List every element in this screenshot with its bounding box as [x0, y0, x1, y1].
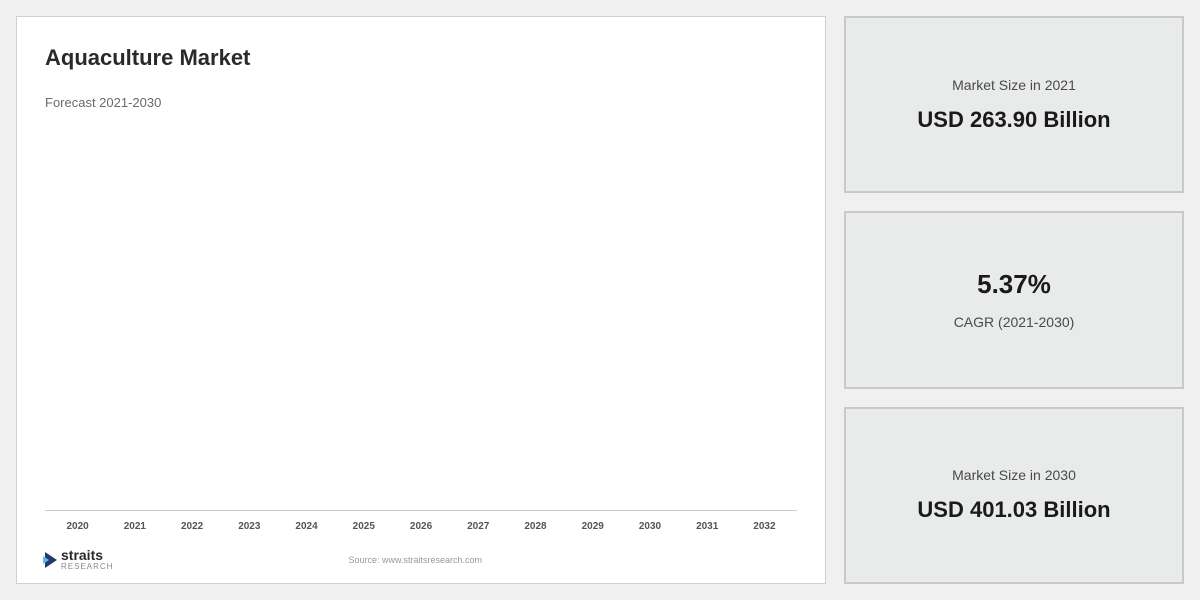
bars-container: [45, 122, 797, 511]
x-tick-label: 2023: [221, 521, 278, 532]
card-value: USD 263.90 Billion: [917, 107, 1110, 133]
card-value: USD 401.03 Billion: [917, 497, 1110, 523]
chart-panel: Aquaculture Market Forecast 2021-2030 20…: [16, 16, 826, 584]
logo-subtitle: RESEARCH: [61, 562, 113, 571]
source-text: Source: www.straitsresearch.com: [113, 555, 717, 565]
card-cagr: 5.37% CAGR (2021-2030): [844, 211, 1184, 388]
x-tick-label: 2021: [106, 521, 163, 532]
card-market-size-2021: Market Size in 2021 USD 263.90 Billion: [844, 16, 1184, 193]
logo-name: straits: [61, 548, 113, 562]
chart-area: 2020202120222023202420252026202720282029…: [45, 122, 797, 532]
x-axis-labels: 2020202120222023202420252026202720282029…: [45, 511, 797, 532]
x-tick-label: 2030: [621, 521, 678, 532]
card-market-size-2030: Market Size in 2030 USD 401.03 Billion: [844, 407, 1184, 584]
card-label: CAGR (2021-2030): [954, 314, 1075, 330]
chart-title: Aquaculture Market: [45, 45, 797, 71]
x-tick-label: 2031: [679, 521, 736, 532]
x-tick-label: 2028: [507, 521, 564, 532]
logo: straits RESEARCH: [45, 548, 113, 571]
x-tick-label: 2029: [564, 521, 621, 532]
side-column: Market Size in 2021 USD 263.90 Billion 5…: [844, 16, 1184, 584]
x-tick-label: 2027: [450, 521, 507, 532]
x-tick-label: 2020: [49, 521, 106, 532]
logo-mark-icon: [45, 552, 57, 568]
card-label: Market Size in 2030: [952, 467, 1076, 483]
x-tick-label: 2026: [392, 521, 449, 532]
x-tick-label: 2025: [335, 521, 392, 532]
chart-footer: straits RESEARCH Source: www.straitsrese…: [45, 542, 797, 571]
card-label: Market Size in 2021: [952, 77, 1076, 93]
x-tick-label: 2032: [736, 521, 793, 532]
chart-subtitle: Forecast 2021-2030: [45, 95, 797, 110]
x-tick-label: 2022: [163, 521, 220, 532]
x-tick-label: 2024: [278, 521, 335, 532]
card-value: 5.37%: [977, 269, 1051, 300]
logo-text-block: straits RESEARCH: [61, 548, 113, 571]
